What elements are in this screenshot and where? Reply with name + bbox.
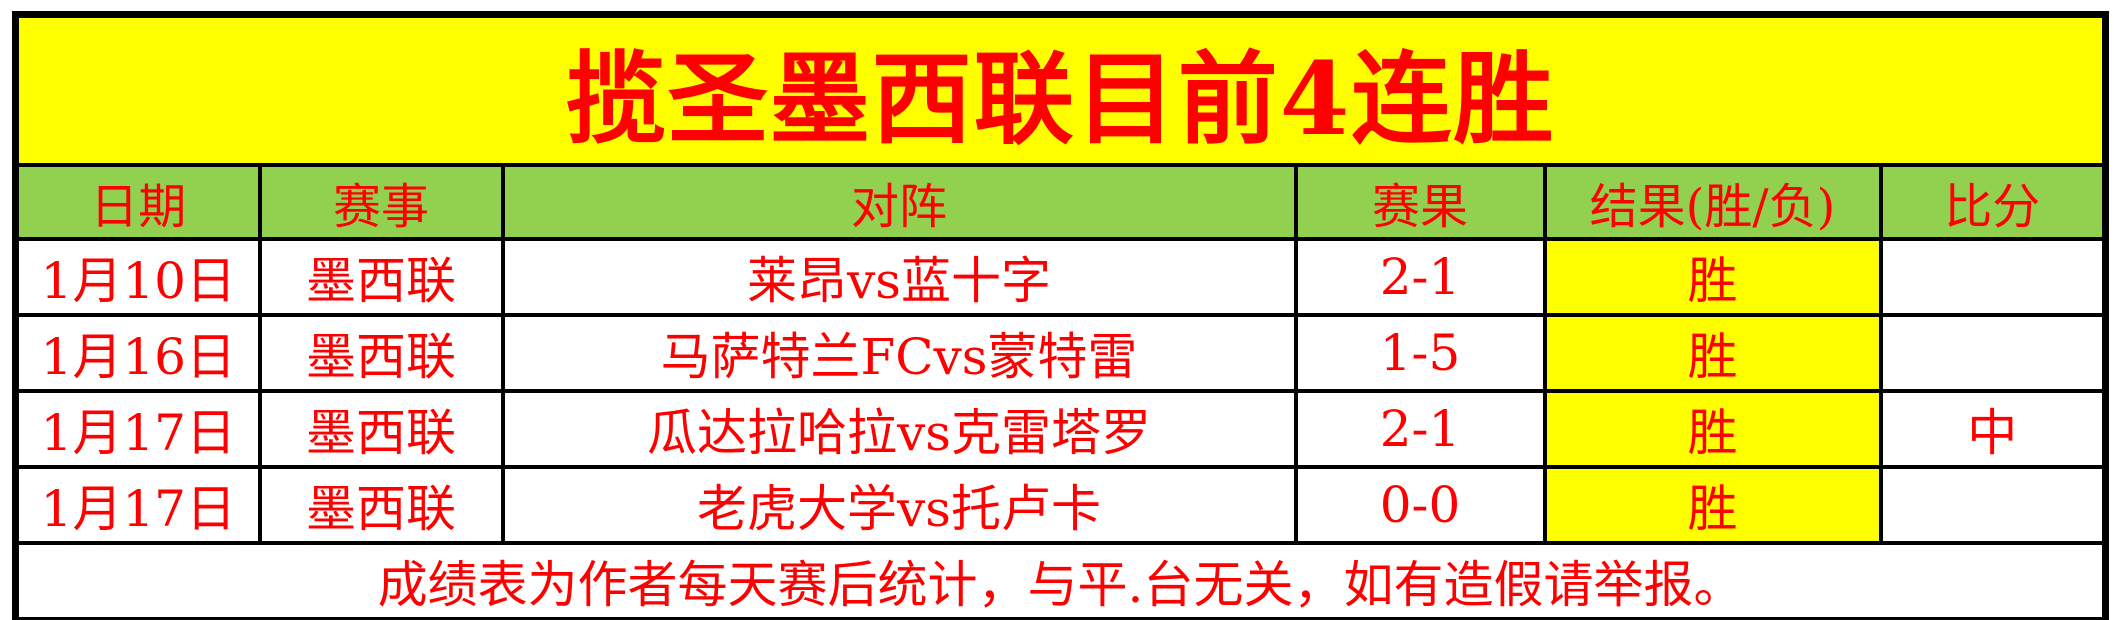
disclaimer-text: 成绩表为作者每天赛后统计，与平.台无关，如有造假请举报。 (13, 541, 2108, 620)
cell-score: 2-1 (1293, 237, 1547, 317)
col-header-date: 日期 (13, 163, 262, 241)
cell-result: 胜 (1542, 465, 1883, 545)
cell-date: 1月17日 (13, 389, 262, 469)
col-header-match: 对阵 (500, 163, 1298, 241)
page-title: 揽圣墨西联目前4连胜 (13, 12, 2108, 167)
cell-bifen: 中 (1878, 389, 2108, 469)
cell-league: 墨西联 (257, 465, 505, 545)
table-row: 1月17日 墨西联 老虎大学vs托卢卡 0-0 胜 (13, 465, 2108, 545)
col-header-league: 赛事 (257, 163, 505, 241)
col-header-score: 赛果 (1293, 163, 1547, 241)
cell-date: 1月16日 (13, 313, 262, 393)
table-row: 1月17日 墨西联 瓜达拉哈拉vs克雷塔罗 2-1 胜 中 (13, 389, 2108, 469)
footer-row: 成绩表为作者每天赛后统计，与平.台无关，如有造假请举报。 (13, 541, 2108, 620)
cell-bifen (1878, 237, 2108, 317)
cell-score: 1-5 (1293, 313, 1547, 393)
cell-date: 1月17日 (13, 465, 262, 545)
cell-match: 老虎大学vs托卢卡 (500, 465, 1298, 545)
col-header-bifen: 比分 (1878, 163, 2108, 241)
cell-score: 2-1 (1293, 389, 1547, 469)
cell-match: 瓜达拉哈拉vs克雷塔罗 (500, 389, 1298, 469)
cell-league: 墨西联 (257, 313, 505, 393)
cell-bifen (1878, 313, 2108, 393)
col-header-result: 结果(胜/负) (1542, 163, 1883, 241)
table-row: 1月10日 墨西联 莱昂vs蓝十字 2-1 胜 (13, 237, 2108, 317)
cell-league: 墨西联 (257, 237, 505, 317)
cell-result: 胜 (1542, 389, 1883, 469)
cell-result: 胜 (1542, 313, 1883, 393)
cell-bifen (1878, 465, 2108, 545)
cell-league: 墨西联 (257, 389, 505, 469)
cell-date: 1月10日 (13, 237, 262, 317)
cell-score: 0-0 (1293, 465, 1547, 545)
cell-match: 马萨特兰FCvs蒙特雷 (500, 313, 1298, 393)
table-row: 1月16日 墨西联 马萨特兰FCvs蒙特雷 1-5 胜 (13, 313, 2108, 393)
banner-row: 揽圣墨西联目前4连胜 (13, 12, 2108, 167)
header-row: 日期 赛事 对阵 赛果 结果(胜/负) 比分 (13, 163, 2108, 241)
cell-match: 莱昂vs蓝十字 (500, 237, 1298, 317)
results-table: 揽圣墨西联目前4连胜 日期 赛事 对阵 赛果 结果(胜/负) 比分 1月10日 … (12, 11, 2110, 620)
cell-result: 胜 (1542, 237, 1883, 317)
